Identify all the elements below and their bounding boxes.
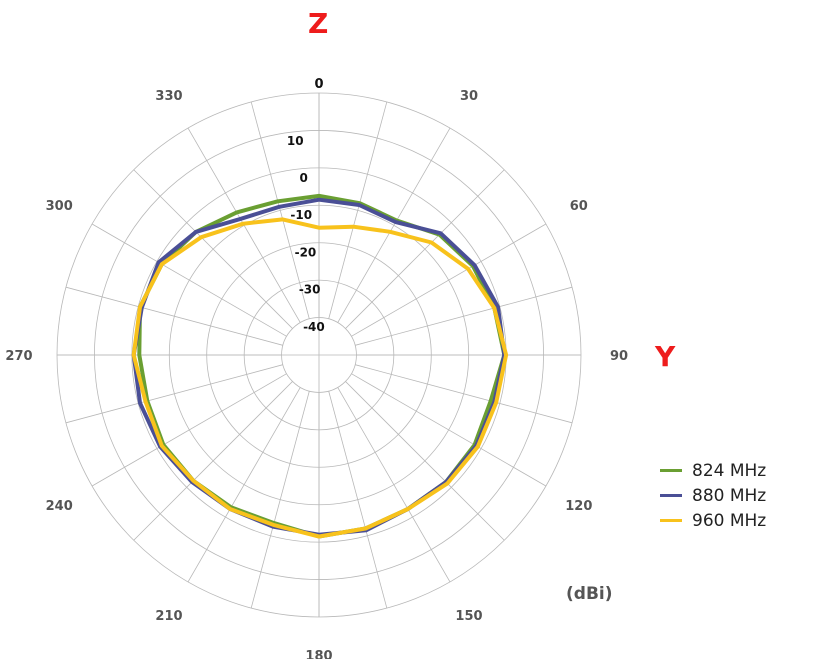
grid-spoke bbox=[345, 381, 505, 541]
y-axis-label: Y bbox=[655, 340, 676, 373]
grid-spoke bbox=[337, 127, 451, 323]
legend-item-960: 960 MHz bbox=[660, 508, 766, 533]
legend: 824 MHz 880 MHz 960 MHz bbox=[660, 458, 766, 533]
legend-label-880: 880 MHz bbox=[692, 485, 767, 506]
z-axis-label: Z bbox=[308, 7, 329, 40]
grid-spoke bbox=[337, 387, 451, 583]
radial-tick-label: 0 bbox=[299, 171, 307, 185]
angle-tick-label-0: 0 bbox=[314, 77, 323, 92]
legend-label-960: 960 MHz bbox=[692, 510, 767, 531]
series-lines bbox=[131, 193, 509, 539]
angle-tick-label-120: 120 bbox=[565, 499, 592, 514]
grid-spoke bbox=[91, 223, 287, 337]
legend-item-824: 824 MHz bbox=[660, 458, 766, 483]
grid-spoke bbox=[328, 101, 388, 319]
legend-swatch-880 bbox=[660, 494, 682, 497]
radial-tick-label: -20 bbox=[295, 245, 317, 259]
unit-label: (dBi) bbox=[566, 584, 613, 604]
grid-spoke bbox=[250, 101, 310, 319]
angle-tick-label-30: 30 bbox=[460, 89, 478, 104]
legend-item-880: 880 MHz bbox=[660, 483, 766, 508]
angle-tick-label-210: 210 bbox=[155, 609, 182, 624]
angle-tick-label-330: 330 bbox=[155, 89, 182, 104]
angle-tick-label-90: 90 bbox=[610, 349, 628, 364]
polar-grid bbox=[56, 92, 582, 618]
grid-spoke bbox=[345, 169, 505, 329]
grid-spoke bbox=[65, 286, 283, 346]
angle-tick-label-300: 300 bbox=[46, 199, 73, 214]
grid-spoke bbox=[355, 364, 573, 424]
radial-tick-label: -30 bbox=[299, 283, 321, 297]
series-line-960-mhz bbox=[131, 217, 509, 539]
angle-tick-label-60: 60 bbox=[570, 199, 588, 214]
radial-tick-label: -40 bbox=[303, 320, 325, 334]
grid-spoke bbox=[351, 223, 547, 337]
grid-spoke bbox=[187, 387, 301, 583]
radial-tick-labels: 10 0 -10 -20 -30 -40 bbox=[287, 134, 325, 334]
grid-spoke bbox=[250, 391, 310, 609]
grid-spoke bbox=[91, 373, 287, 487]
radial-tick-label: -10 bbox=[290, 208, 312, 222]
angle-tick-label-180: 180 bbox=[305, 649, 332, 659]
grid-spoke bbox=[328, 391, 388, 609]
angle-tick-label-270: 270 bbox=[5, 349, 32, 364]
legend-swatch-824 bbox=[660, 469, 682, 472]
grid-spoke bbox=[133, 169, 293, 329]
grid-spoke bbox=[133, 381, 293, 541]
angle-tick-label-150: 150 bbox=[455, 609, 482, 624]
legend-swatch-960 bbox=[660, 519, 682, 522]
legend-label-824: 824 MHz bbox=[692, 460, 767, 481]
grid-spoke bbox=[355, 286, 573, 346]
grid-spoke bbox=[65, 364, 283, 424]
angle-tick-labels: 0 30 60 90 120 150 180 210 240 270 300 330 bbox=[5, 77, 628, 659]
grid-spoke bbox=[351, 373, 547, 487]
angle-tick-label-240: 240 bbox=[46, 499, 73, 514]
radial-tick-label: 10 bbox=[287, 134, 304, 148]
